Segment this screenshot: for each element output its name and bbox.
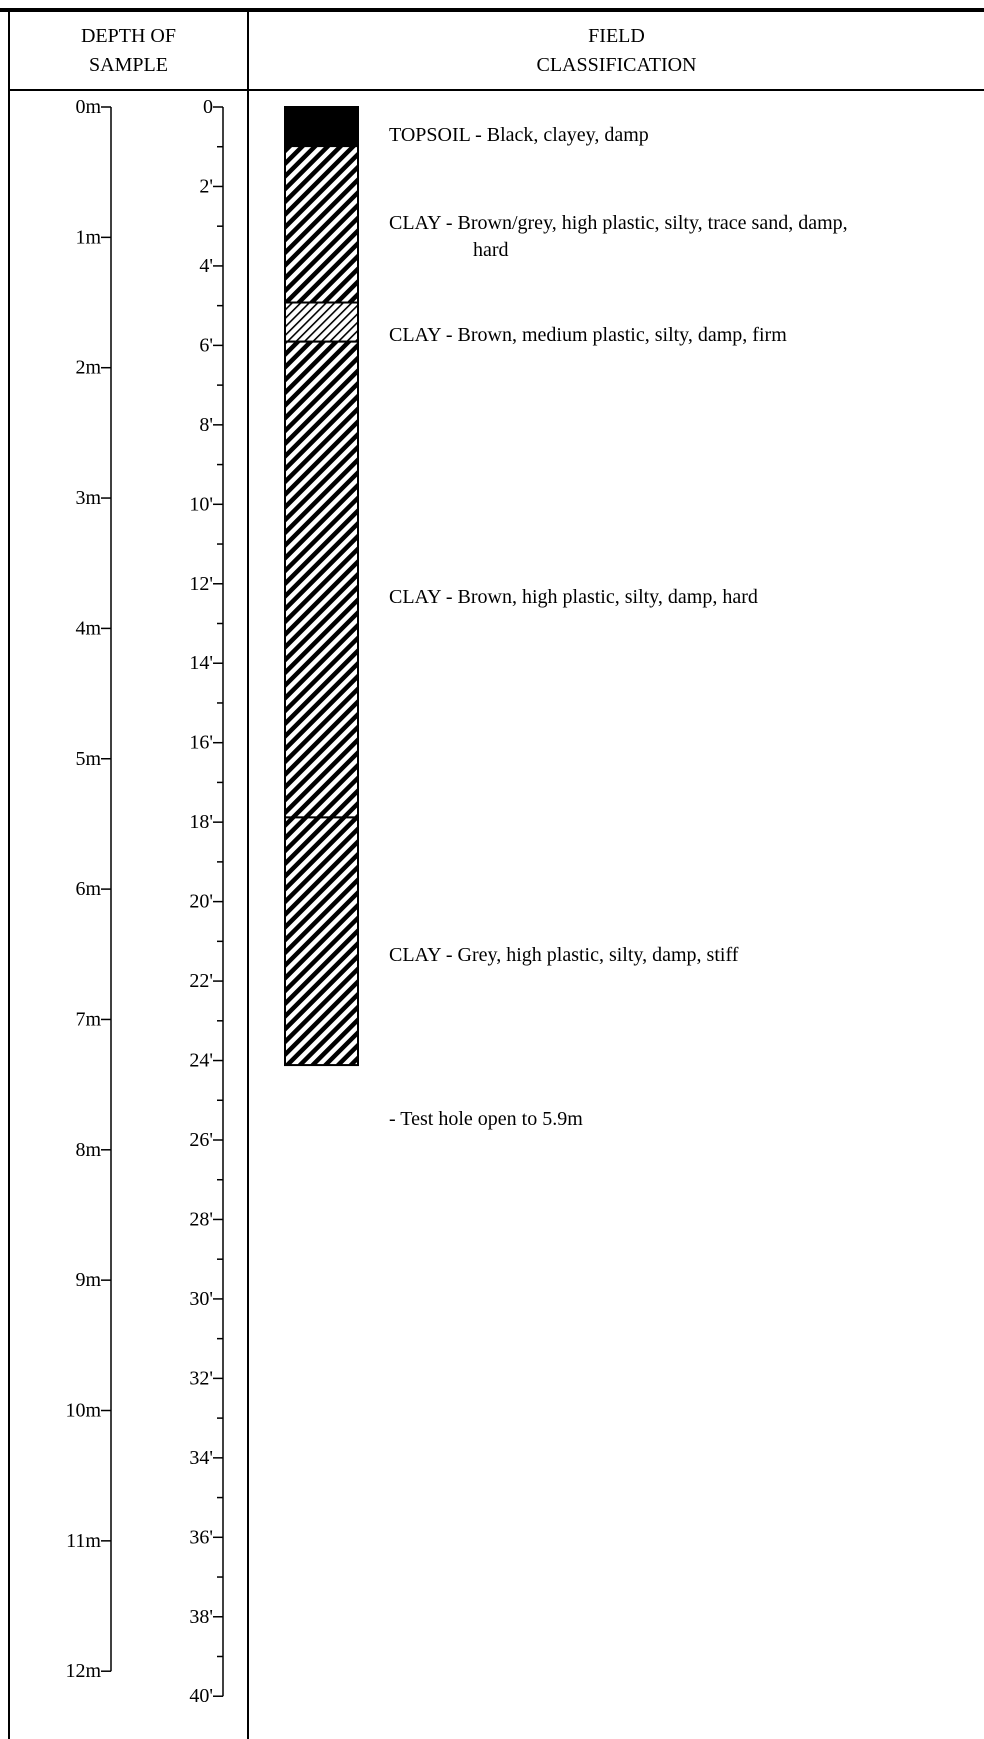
depth-column-header: DEPTH OF SAMPLE <box>10 22 247 80</box>
soil-layer-dense-diagonal-hatch <box>284 340 359 819</box>
feet-tick-label: 24' <box>189 1050 213 1072</box>
feet-tick-label: 12' <box>189 573 213 595</box>
left-border <box>8 12 10 1739</box>
column-divider <box>247 12 249 1739</box>
feet-tick-label: 6' <box>199 334 213 356</box>
feet-tick-label: 28' <box>189 1208 213 1230</box>
metric-depth-scale: 0m 1m 2m 3m 4m 5m 6m 7m 8m 9m 10m 11m 12m <box>65 96 112 1682</box>
header-divider <box>8 89 984 91</box>
feet-tick-label: 26' <box>189 1129 213 1151</box>
layer-description-clay-grey: CLAY - Grey, high plastic, silty, damp, … <box>389 942 738 969</box>
description-text: TOPSOIL - Black, clayey, damp <box>389 124 649 146</box>
depth-header-line2: SAMPLE <box>89 54 168 76</box>
soil-layer-dense-diagonal-hatch <box>284 145 359 304</box>
feet-tick-label: 34' <box>189 1447 213 1469</box>
description-continuation: hard <box>473 239 509 261</box>
soil-layer-solid-black <box>284 106 359 148</box>
description-text: CLAY - Grey, high plastic, silty, damp, … <box>389 944 739 966</box>
feet-tick-label: 40' <box>189 1685 213 1707</box>
metric-tick-label: 11m <box>66 1530 101 1552</box>
metric-tick-label: 2m <box>75 357 101 379</box>
metric-tick-label: 10m <box>65 1400 101 1422</box>
feet-tick-label: 38' <box>189 1606 213 1628</box>
metric-tick-label: 5m <box>75 748 101 770</box>
soil-log-column <box>284 106 359 1067</box>
layer-description-clay-brown-hard: CLAY - Brown, high plastic, silty, damp,… <box>389 584 758 611</box>
test-hole-note: - Test hole open to 5.9m <box>389 1106 583 1133</box>
top-border <box>0 8 984 12</box>
classification-header-line1: FIELD <box>588 25 645 47</box>
layer-description-clay-brown-grey: CLAY - Brown/grey, high plastic, silty, … <box>389 210 848 264</box>
feet-depth-scale: 0 2' 4' 6' 8' 10' 12' 14' 16' 18' 20' 22' 24' 26' 28' 3… <box>189 96 224 1707</box>
metric-tick-label: 4m <box>75 617 101 639</box>
classification-column-header: FIELD CLASSIFICATION <box>249 22 984 80</box>
metric-tick-label: 7m <box>75 1008 101 1030</box>
soil-layer-fine-diagonal-hatch <box>284 301 359 343</box>
feet-tick-label: 20' <box>189 891 213 913</box>
feet-tick-label: 16' <box>189 732 213 754</box>
feet-tick-label: 32' <box>189 1367 213 1389</box>
description-text: CLAY - Brown, high plastic, silty, damp,… <box>389 586 758 608</box>
feet-tick-label: 10' <box>189 493 213 515</box>
metric-tick-label: 8m <box>75 1139 101 1161</box>
depth-header-line1: DEPTH OF <box>80 25 176 47</box>
metric-tick-label: 12m <box>65 1660 101 1682</box>
description-text: CLAY - Brown, medium plastic, silty, dam… <box>389 324 787 346</box>
feet-tick-label: 8' <box>199 414 213 436</box>
metric-tick-label: 0m <box>75 96 101 118</box>
feet-tick-label: 14' <box>189 652 213 674</box>
feet-tick-label: 0 <box>203 96 213 118</box>
classification-header-line2: CLASSIFICATION <box>536 54 697 76</box>
feet-tick-label: 18' <box>189 811 213 833</box>
feet-tick-label: 30' <box>189 1288 213 1310</box>
metric-tick-label: 3m <box>75 487 101 509</box>
metric-tick-label: 9m <box>75 1269 101 1291</box>
layer-description-clay-medium-plastic: CLAY - Brown, medium plastic, silty, dam… <box>389 322 787 349</box>
feet-tick-label: 4' <box>199 255 213 277</box>
feet-tick-label: 2' <box>199 175 213 197</box>
soil-layer-dense-diagonal-hatch <box>284 816 359 1067</box>
description-text: CLAY - Brown/grey, high plastic, silty, … <box>389 212 848 234</box>
metric-tick-label: 1m <box>75 226 101 248</box>
metric-tick-label: 6m <box>75 878 101 900</box>
description-text: - Test hole open to 5.9m <box>389 1108 583 1130</box>
feet-tick-label: 22' <box>189 970 213 992</box>
layer-description-topsoil: TOPSOIL - Black, clayey, damp <box>389 122 649 149</box>
feet-tick-label: 36' <box>189 1526 213 1548</box>
